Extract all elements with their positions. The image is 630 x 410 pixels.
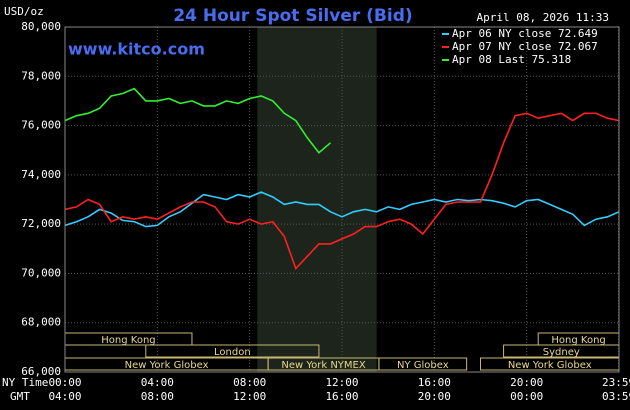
series-line — [64, 191, 620, 228]
y-tick-label: 68,000 — [21, 316, 61, 329]
y-tick-label: 66,000 — [21, 365, 61, 378]
plot-border — [64, 26, 620, 373]
chart-title: 24 Hour Spot Silver (Bid) — [173, 6, 412, 26]
gmt-tick-label: 16:00 — [325, 390, 358, 403]
market-hours-shade — [257, 27, 377, 372]
session-label: Sydney — [543, 347, 580, 358]
session-label: Hong Kong — [101, 335, 155, 346]
timestamp: April 08, 2026 11:33 — [477, 11, 609, 24]
legend-label: Apr 08 Last 75.318 — [452, 53, 571, 66]
session-label: New York Globex — [125, 360, 209, 371]
x-tick-label: 04:00 — [141, 376, 174, 389]
session-label: New York NYMEX — [281, 360, 366, 371]
series-line — [64, 112, 620, 270]
gmt-tick-label: 00:00 — [510, 390, 543, 403]
session-bar — [378, 357, 468, 371]
x-tick-label: 08:00 — [233, 376, 266, 389]
session-label: London — [214, 347, 251, 358]
gmt-tick-label: 04:00 — [48, 390, 81, 403]
y-unit: USD/oz — [4, 5, 44, 18]
gmt-tick-label: 03:59 — [602, 390, 630, 403]
gmt-tick-label: 08:00 — [141, 390, 174, 403]
gmt-tick-label: 12:00 — [233, 390, 266, 403]
x-tick-label: 00:00 — [48, 376, 81, 389]
y-tick-label: 76,000 — [21, 119, 61, 132]
x-tick-label: 20:00 — [510, 376, 543, 389]
series-line — [64, 87, 332, 154]
session-bar — [145, 344, 320, 358]
session-label: New York Globex — [508, 360, 592, 371]
y-tick-label: 74,000 — [21, 168, 61, 181]
x-tick-label: 23:59 — [602, 376, 630, 389]
watermark: www.kitco.com — [68, 40, 205, 59]
x-tick-label: 16:00 — [418, 376, 451, 389]
legend-label: Apr 06 NY close 72.649 — [452, 27, 598, 40]
x-tick-label: 12:00 — [325, 376, 358, 389]
x-axis-label: NY Time — [2, 376, 48, 389]
y-tick-label: 70,000 — [21, 266, 61, 279]
legend-label: Apr 07 NY close 72.067 — [452, 40, 598, 53]
y-tick-label: 72,000 — [21, 217, 61, 230]
y-tick-label: 80,000 — [21, 20, 61, 33]
y-tick-label: 78,000 — [21, 69, 61, 82]
session-label: NY Globex — [397, 360, 449, 371]
gmt-tick-label: 20:00 — [418, 390, 451, 403]
session-label: Hong Kong — [551, 335, 605, 346]
x2-axis-label: GMT — [10, 390, 30, 403]
